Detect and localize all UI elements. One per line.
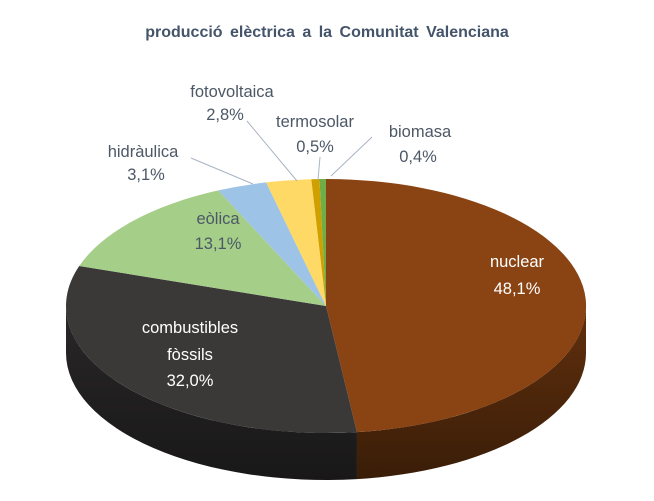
- slice-pct-eo-lica: 13,1%: [195, 235, 242, 253]
- pie-slice-biomasa[interactable]: [319, 179, 326, 306]
- pie-slice-side-nuclear: [356, 306, 586, 480]
- slice-label-termosolar: termosolar: [276, 113, 354, 131]
- slice-label-combustibles-fo-ssils: combustibles: [142, 319, 238, 337]
- slice-label-eo-lica: eòlica: [196, 210, 240, 228]
- leader-line-biomasa: [330, 136, 373, 177]
- leader-line-termosolar: [317, 156, 321, 181]
- slice-pct-fotovoltaica: 2,8%: [206, 106, 244, 124]
- pie-slice-side-combustibles-fo-ssils: [66, 306, 357, 481]
- slice-pct-termosolar: 0,5%: [296, 138, 334, 156]
- slice-label-combustibles-fo-ssils: fòssils: [167, 346, 213, 364]
- slice-label-biomasa: biomasa: [389, 123, 452, 141]
- slice-pct-biomasa: 0,4%: [399, 148, 437, 166]
- slice-label-fotovoltaica: fotovoltaica: [190, 83, 274, 101]
- slice-pct-combustibles-fo-ssils: 32,0%: [167, 372, 214, 390]
- leader-line-hidra-ulica: [190, 157, 254, 185]
- pie-slice-termosolar[interactable]: [311, 179, 326, 306]
- chart-title: producció elèctrica a la Comunitat Valen…: [145, 24, 509, 41]
- pie-slice-eo-lica[interactable]: [79, 190, 327, 306]
- pie-slice-combustibles-fo-ssils[interactable]: [66, 266, 357, 434]
- pie-slice-hidra-ulica[interactable]: [218, 182, 326, 306]
- pie-slice-nuclear[interactable]: [326, 179, 587, 433]
- slice-label-hidra-ulica: hidràulica: [108, 143, 179, 161]
- slice-pct-hidra-ulica: 3,1%: [127, 166, 165, 184]
- slice-label-nuclear: nuclear: [490, 253, 545, 271]
- slice-pct-nuclear: 48,1%: [494, 280, 541, 298]
- pie-slice-fotovoltaica[interactable]: [266, 179, 326, 306]
- leader-line-fotovoltaica: [246, 120, 298, 182]
